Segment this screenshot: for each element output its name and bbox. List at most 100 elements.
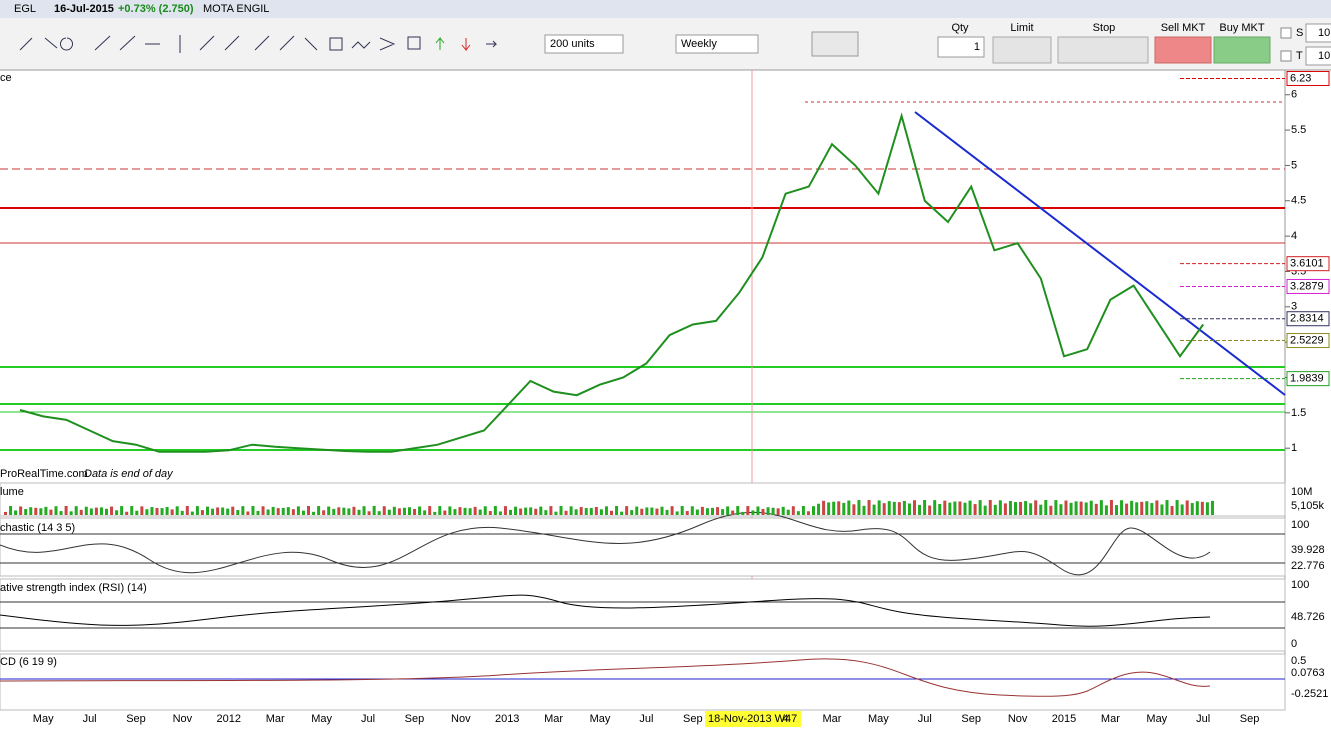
volume-bar xyxy=(969,501,972,515)
volume-bar xyxy=(1115,505,1118,515)
volume-bar xyxy=(958,501,961,515)
level-label: 2.8314 xyxy=(1290,313,1324,325)
volume-bar xyxy=(110,507,113,515)
volume-bar xyxy=(903,501,906,515)
volume-bar xyxy=(1120,500,1123,515)
volume-bar xyxy=(302,511,305,515)
volume-bar xyxy=(984,506,987,515)
volume-bar xyxy=(676,511,679,515)
volume-bar xyxy=(1059,504,1062,515)
chart-type-button[interactable] xyxy=(812,32,858,56)
stop-buttons[interactable] xyxy=(1058,37,1148,63)
volume-bar xyxy=(777,508,780,515)
volume-bar xyxy=(686,511,689,515)
volume-bar xyxy=(706,508,709,515)
footer: ProRealTime.com xyxy=(0,468,88,480)
volume-bar xyxy=(514,507,517,515)
volume-bar xyxy=(650,508,653,515)
panel-label: ative strength index (RSI) (14) xyxy=(0,582,147,594)
volume-bar xyxy=(1206,502,1209,515)
volume-bar xyxy=(1196,501,1199,515)
level-label: 3.2879 xyxy=(1290,280,1324,292)
volume-bar xyxy=(655,509,658,515)
volume-bar xyxy=(494,506,497,515)
volume-bar xyxy=(701,507,704,515)
volume-bar xyxy=(1014,502,1017,515)
volume-bar xyxy=(1034,500,1037,515)
panel-value: 5,105k xyxy=(1291,500,1325,512)
volume-bar xyxy=(782,507,785,515)
volume-bar xyxy=(1171,506,1174,515)
panel-value: 0.5 xyxy=(1291,655,1306,667)
volume-bar xyxy=(312,512,315,515)
volume-bar xyxy=(317,506,320,515)
volume-bar xyxy=(994,505,997,515)
volume-bar xyxy=(282,508,285,515)
volume-bar xyxy=(262,506,265,515)
limit-label: Limit xyxy=(1010,22,1033,34)
volume-bar xyxy=(842,503,845,515)
volume-bar xyxy=(191,512,194,515)
volume-bar xyxy=(393,507,396,515)
volume-bar xyxy=(337,507,340,515)
volume-bar xyxy=(630,510,633,515)
volume-bar xyxy=(918,505,921,515)
volume-bar xyxy=(1075,501,1078,515)
volume-bar xyxy=(1105,505,1108,515)
y-tick-label: 5 xyxy=(1291,159,1297,171)
volume-bar xyxy=(55,506,58,515)
volume-bar xyxy=(140,506,143,515)
volume-bar xyxy=(852,504,855,515)
level-label: 6.23 xyxy=(1290,72,1311,84)
volume-bar xyxy=(125,512,128,515)
volume-bar xyxy=(100,507,103,515)
volume-bar xyxy=(1065,501,1068,515)
x-tick-label: Jul xyxy=(918,713,932,725)
volume-bar xyxy=(171,509,174,515)
volume-bar xyxy=(615,506,618,515)
volume-bar xyxy=(201,510,204,515)
volume-bar xyxy=(888,501,891,515)
t-checkbox[interactable] xyxy=(1281,51,1291,61)
x-tick-label: 2015 xyxy=(1052,713,1076,725)
panel-label: lume xyxy=(0,486,24,498)
panel-value: 22.776 xyxy=(1291,560,1325,572)
panel-value: -0.2521 xyxy=(1291,688,1328,700)
limit-buttons[interactable] xyxy=(993,37,1051,63)
volume-bar xyxy=(696,510,699,515)
volume-bar xyxy=(716,507,719,515)
x-tick-label: Nov xyxy=(1008,713,1028,725)
volume-bar xyxy=(34,508,37,515)
volume-bar xyxy=(438,506,441,515)
x-tick-label: Mar xyxy=(544,713,563,725)
x-tick-label: May xyxy=(1146,713,1167,725)
buy-button[interactable] xyxy=(1214,37,1270,63)
price-line xyxy=(20,116,1203,452)
volume-bar xyxy=(999,500,1002,515)
volume-bar xyxy=(206,507,209,515)
y-tick-label: 3 xyxy=(1291,301,1297,313)
volume-bar xyxy=(383,506,386,515)
volume-bar xyxy=(120,506,123,515)
cursor-label: 18-Nov-2013 W47 xyxy=(708,713,797,725)
sell-button[interactable] xyxy=(1155,37,1211,63)
volume-bar xyxy=(681,506,684,515)
lower-panels xyxy=(0,483,1285,710)
volume-bar xyxy=(464,508,467,515)
volume-bar xyxy=(145,509,148,515)
s-checkbox[interactable] xyxy=(1281,28,1291,38)
x-tick-label: Sep xyxy=(405,713,425,725)
panel-value: 39.928 xyxy=(1291,544,1325,556)
volume-bar xyxy=(347,508,350,515)
volume-bar xyxy=(443,511,446,515)
volume-bar xyxy=(756,506,759,515)
x-tick-label: Jul xyxy=(83,713,97,725)
volume-bar xyxy=(580,507,583,515)
volume-bar xyxy=(504,506,507,515)
volume-bar xyxy=(156,508,159,515)
panel-value: 100 xyxy=(1291,579,1309,591)
volume-bar xyxy=(1181,504,1184,515)
x-tick-label: 2012 xyxy=(217,713,241,725)
volume-bar xyxy=(964,503,967,515)
